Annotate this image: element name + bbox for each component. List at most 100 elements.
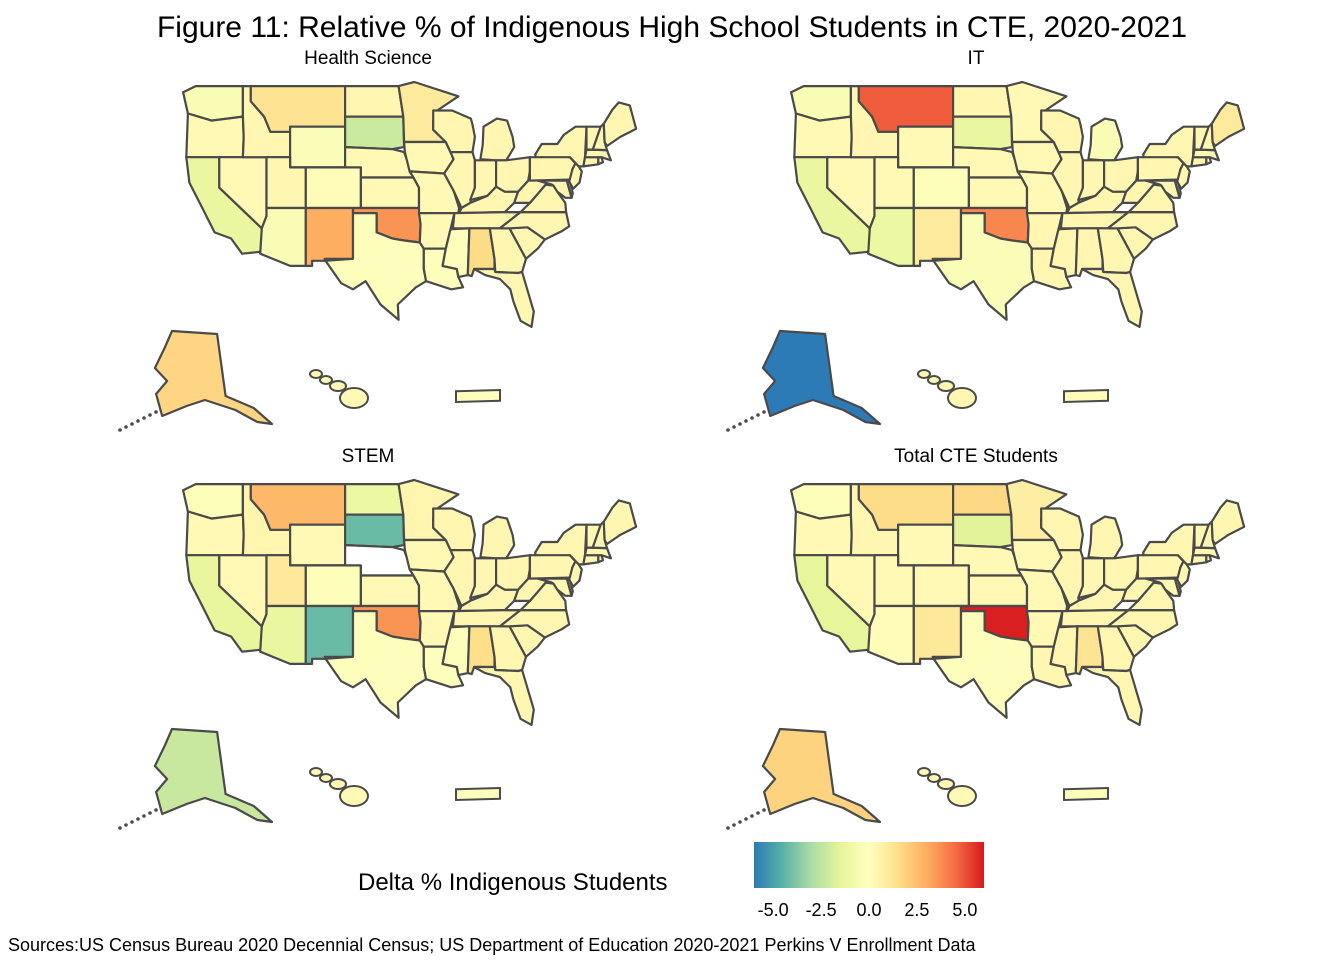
aleutian-island [118, 428, 122, 432]
state-or [793, 510, 853, 557]
map-panel-health-science: Health Science [68, 48, 668, 432]
state-fl [1081, 267, 1143, 328]
state-co [912, 564, 970, 608]
figure-title: Figure 11: Relative % of Indigenous High… [156, 11, 1188, 44]
state-mi [479, 117, 516, 162]
state-hi [339, 785, 369, 807]
aleutian-island [726, 826, 730, 830]
state-nj [568, 156, 583, 190]
state-ak [153, 727, 274, 824]
state-ct [1190, 156, 1208, 168]
state-ct [582, 554, 600, 566]
state-hi [329, 778, 347, 790]
state-hi [917, 369, 931, 379]
state-az [867, 206, 915, 267]
aleutian-island [142, 416, 146, 420]
state-tx [932, 610, 1036, 719]
state-hi [319, 375, 333, 385]
state-nd [952, 85, 1013, 118]
state-co [304, 166, 362, 210]
panel-title: Total CTE Students [894, 446, 1058, 467]
state-hi [917, 767, 931, 777]
legend-tick-mark [916, 888, 918, 893]
state-or [793, 112, 853, 159]
aleutian-island [738, 422, 742, 426]
aleutian-island [750, 814, 754, 818]
state-tx [324, 610, 428, 719]
aleutian-island [118, 826, 122, 830]
state-ms [1049, 227, 1079, 279]
state-me [602, 499, 638, 546]
territory-pr [455, 786, 501, 802]
state-sd [952, 513, 1014, 549]
state-ms [441, 227, 471, 279]
state-or [185, 112, 245, 159]
legend-tick-mark [772, 888, 774, 893]
territory-pr [455, 388, 501, 404]
state-or [185, 510, 245, 557]
aleutian-island [726, 428, 730, 432]
map-panel-it: IT [676, 48, 1276, 432]
state-ks [359, 176, 421, 210]
state-mi [479, 515, 516, 560]
state-nj [568, 554, 583, 588]
state-ms [1049, 625, 1079, 677]
aleutian-island [136, 419, 140, 423]
color-legend: Delta % Indigenous Students -5.0 -2.5 0.0 2… [358, 838, 998, 928]
legend-tick-mark [964, 888, 966, 893]
map-panel-stem: STEM [68, 446, 668, 830]
aleutian-island [124, 823, 128, 827]
state-wy [897, 125, 955, 169]
state-hi [937, 380, 955, 392]
choropleth-map [118, 80, 638, 432]
state-nm [912, 604, 963, 665]
state-nm [304, 206, 355, 267]
state-nj [1176, 156, 1191, 190]
territory-pr [1063, 786, 1109, 802]
state-me [602, 101, 638, 148]
aleutian-island [130, 422, 134, 426]
aleutian-island [142, 814, 146, 818]
state-fl [473, 665, 535, 726]
state-nd [344, 85, 405, 118]
state-hi [339, 387, 369, 409]
aleutian-island [762, 808, 766, 812]
legend-tick-label: 2.5 [904, 900, 930, 920]
aleutian-island [732, 425, 736, 429]
state-ks [967, 574, 1029, 608]
state-tx [324, 212, 428, 321]
state-mi [1087, 117, 1124, 162]
state-hi [937, 778, 955, 790]
state-hi [947, 785, 977, 807]
panel-title: IT [967, 48, 985, 69]
choropleth-map [726, 478, 1246, 830]
aleutian-island [750, 416, 754, 420]
aleutian-island [124, 425, 128, 429]
state-ak [761, 727, 882, 824]
legend-tick-label: -5.0 [757, 900, 789, 920]
legend-tick-mark [820, 888, 822, 893]
state-az [867, 604, 915, 665]
state-wy [289, 523, 347, 567]
state-tx [932, 212, 1036, 321]
state-ct [1190, 554, 1208, 566]
state-sd [344, 115, 406, 151]
state-fl [473, 267, 535, 328]
aleutian-island [732, 823, 736, 827]
state-hi [329, 380, 347, 392]
state-ak [761, 329, 882, 426]
state-nm [912, 206, 963, 267]
source-note: Sources:US Census Bureau 2020 Decennial … [8, 935, 976, 955]
aleutian-island [738, 820, 742, 824]
state-co [912, 166, 970, 210]
state-mi [1087, 515, 1124, 560]
state-sd [344, 513, 406, 549]
aleutian-island [148, 413, 152, 417]
aleutian-island [744, 817, 748, 821]
aleutian-island [130, 820, 134, 824]
state-hi [947, 387, 977, 409]
aleutian-island [136, 817, 140, 821]
map-panel-total-cte: Total CTE Students [676, 446, 1276, 830]
state-az [259, 604, 307, 665]
legend-title: Delta % Indigenous Students [358, 869, 668, 896]
